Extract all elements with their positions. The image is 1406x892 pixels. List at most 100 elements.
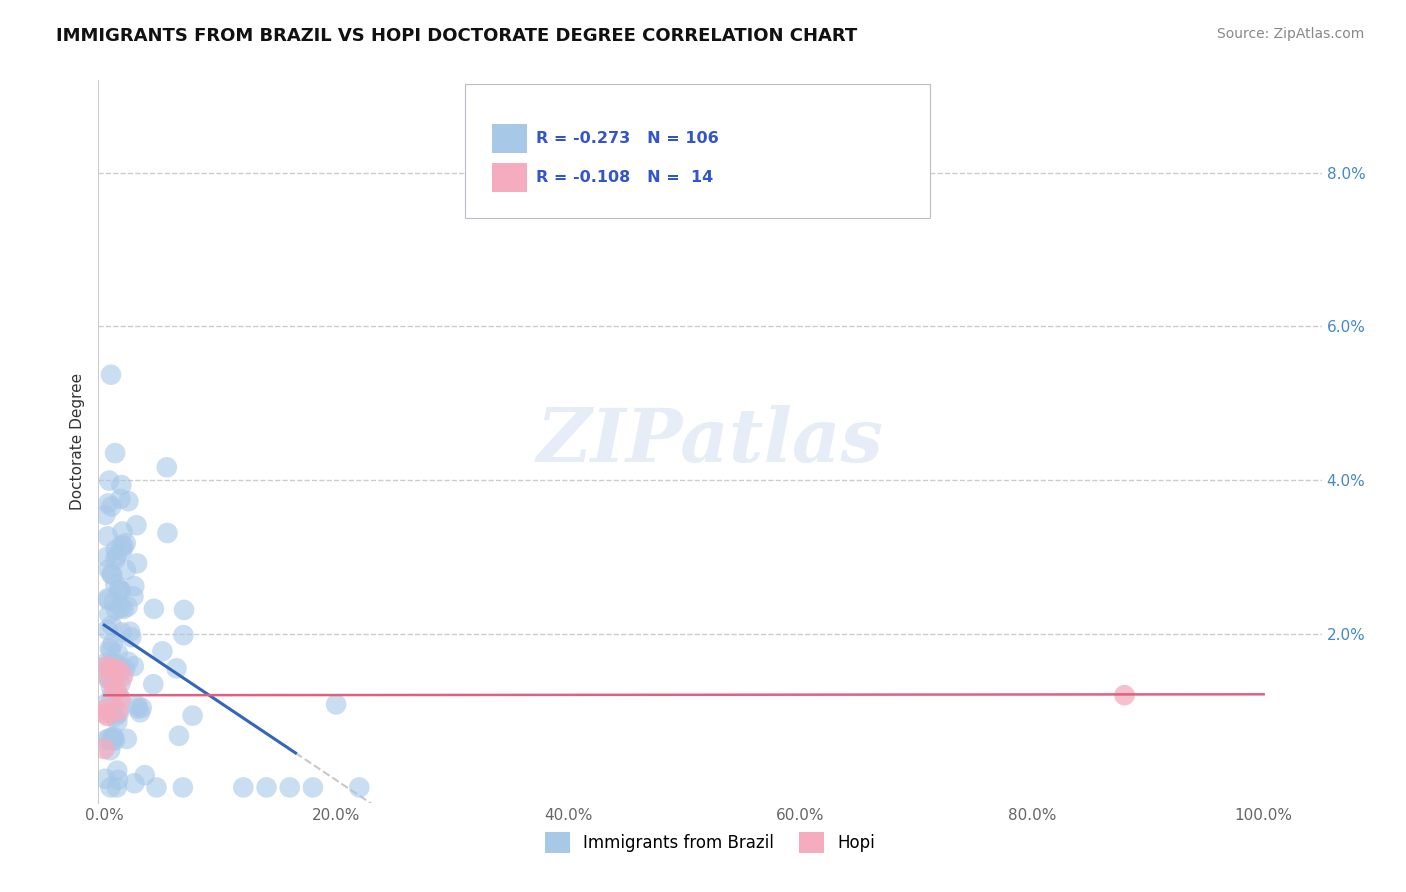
Y-axis label: Doctorate Degree: Doctorate Degree bbox=[69, 373, 84, 510]
Point bbox=[97, 731, 120, 746]
Point bbox=[96, 549, 118, 564]
Point bbox=[103, 683, 125, 698]
Point bbox=[105, 764, 128, 778]
Point bbox=[100, 368, 122, 382]
Point bbox=[156, 460, 179, 475]
Point bbox=[173, 603, 195, 617]
Point bbox=[117, 655, 139, 669]
Point bbox=[122, 659, 145, 673]
Point bbox=[104, 543, 127, 558]
Point bbox=[110, 491, 132, 506]
Legend: Immigrants from Brazil, Hopi: Immigrants from Brazil, Hopi bbox=[538, 826, 882, 860]
Point bbox=[100, 567, 122, 582]
Point bbox=[94, 772, 117, 786]
Point bbox=[94, 702, 117, 716]
Point bbox=[302, 780, 325, 795]
Point bbox=[115, 563, 138, 577]
Point bbox=[103, 730, 125, 744]
Point bbox=[124, 776, 146, 790]
Point bbox=[97, 591, 120, 606]
Point bbox=[166, 661, 188, 675]
Point bbox=[103, 732, 125, 747]
Point bbox=[110, 676, 132, 690]
Point bbox=[101, 636, 124, 650]
Point bbox=[142, 677, 165, 691]
Point bbox=[97, 529, 120, 543]
Point bbox=[117, 599, 139, 614]
Point bbox=[110, 600, 132, 615]
Point bbox=[108, 658, 131, 673]
Point bbox=[96, 623, 118, 637]
Point bbox=[107, 772, 129, 787]
Point bbox=[145, 780, 167, 795]
Point bbox=[97, 562, 120, 576]
Point bbox=[134, 768, 156, 782]
Point bbox=[98, 671, 121, 685]
Point bbox=[114, 536, 136, 550]
Point bbox=[100, 661, 122, 675]
Point bbox=[108, 583, 131, 598]
Point bbox=[100, 690, 122, 704]
Point bbox=[111, 524, 134, 539]
Text: Source: ZipAtlas.com: Source: ZipAtlas.com bbox=[1216, 27, 1364, 41]
Point bbox=[98, 607, 121, 622]
Point bbox=[101, 567, 124, 582]
Point bbox=[108, 690, 131, 704]
Point bbox=[98, 474, 121, 488]
Point bbox=[98, 672, 121, 686]
Text: ZIPatlas: ZIPatlas bbox=[537, 405, 883, 478]
Point bbox=[97, 496, 120, 510]
Point bbox=[100, 500, 122, 514]
Point bbox=[100, 780, 122, 795]
Point bbox=[232, 780, 254, 795]
Point bbox=[104, 709, 127, 723]
Point bbox=[97, 592, 120, 607]
Point bbox=[105, 549, 128, 563]
Point bbox=[117, 494, 139, 508]
Point bbox=[120, 624, 142, 639]
Point bbox=[114, 662, 136, 676]
Point bbox=[325, 698, 347, 712]
Point bbox=[104, 446, 127, 460]
Point bbox=[105, 603, 128, 617]
Point bbox=[108, 666, 131, 681]
Point bbox=[125, 518, 148, 533]
Point bbox=[98, 662, 121, 676]
Point bbox=[181, 708, 204, 723]
Point bbox=[1114, 688, 1136, 702]
Point bbox=[167, 729, 190, 743]
FancyBboxPatch shape bbox=[465, 84, 931, 218]
Text: R = -0.108   N =  14: R = -0.108 N = 14 bbox=[536, 170, 714, 186]
Point bbox=[103, 595, 125, 609]
Point bbox=[124, 579, 146, 593]
Point bbox=[104, 577, 127, 591]
Point bbox=[127, 557, 149, 571]
Point bbox=[112, 539, 135, 553]
Point bbox=[100, 707, 122, 722]
Point bbox=[105, 714, 128, 729]
Point bbox=[110, 583, 132, 598]
Text: R = -0.273   N = 106: R = -0.273 N = 106 bbox=[536, 130, 718, 145]
Point bbox=[256, 780, 278, 795]
Point bbox=[97, 672, 120, 686]
Point bbox=[349, 780, 371, 795]
Point bbox=[156, 526, 179, 541]
Point bbox=[110, 692, 132, 706]
Point bbox=[111, 543, 134, 558]
Point bbox=[107, 647, 129, 661]
Point bbox=[104, 657, 127, 671]
Point bbox=[94, 706, 117, 721]
Point bbox=[107, 663, 129, 677]
Point bbox=[105, 780, 128, 795]
Point bbox=[152, 644, 174, 658]
Point bbox=[142, 601, 165, 615]
Point bbox=[96, 659, 118, 673]
Point bbox=[98, 743, 121, 757]
Point bbox=[173, 628, 195, 642]
Point bbox=[98, 641, 121, 656]
Point bbox=[104, 733, 127, 747]
Point bbox=[94, 659, 117, 673]
Point bbox=[115, 731, 138, 746]
Point bbox=[96, 709, 118, 723]
Point bbox=[105, 682, 128, 697]
